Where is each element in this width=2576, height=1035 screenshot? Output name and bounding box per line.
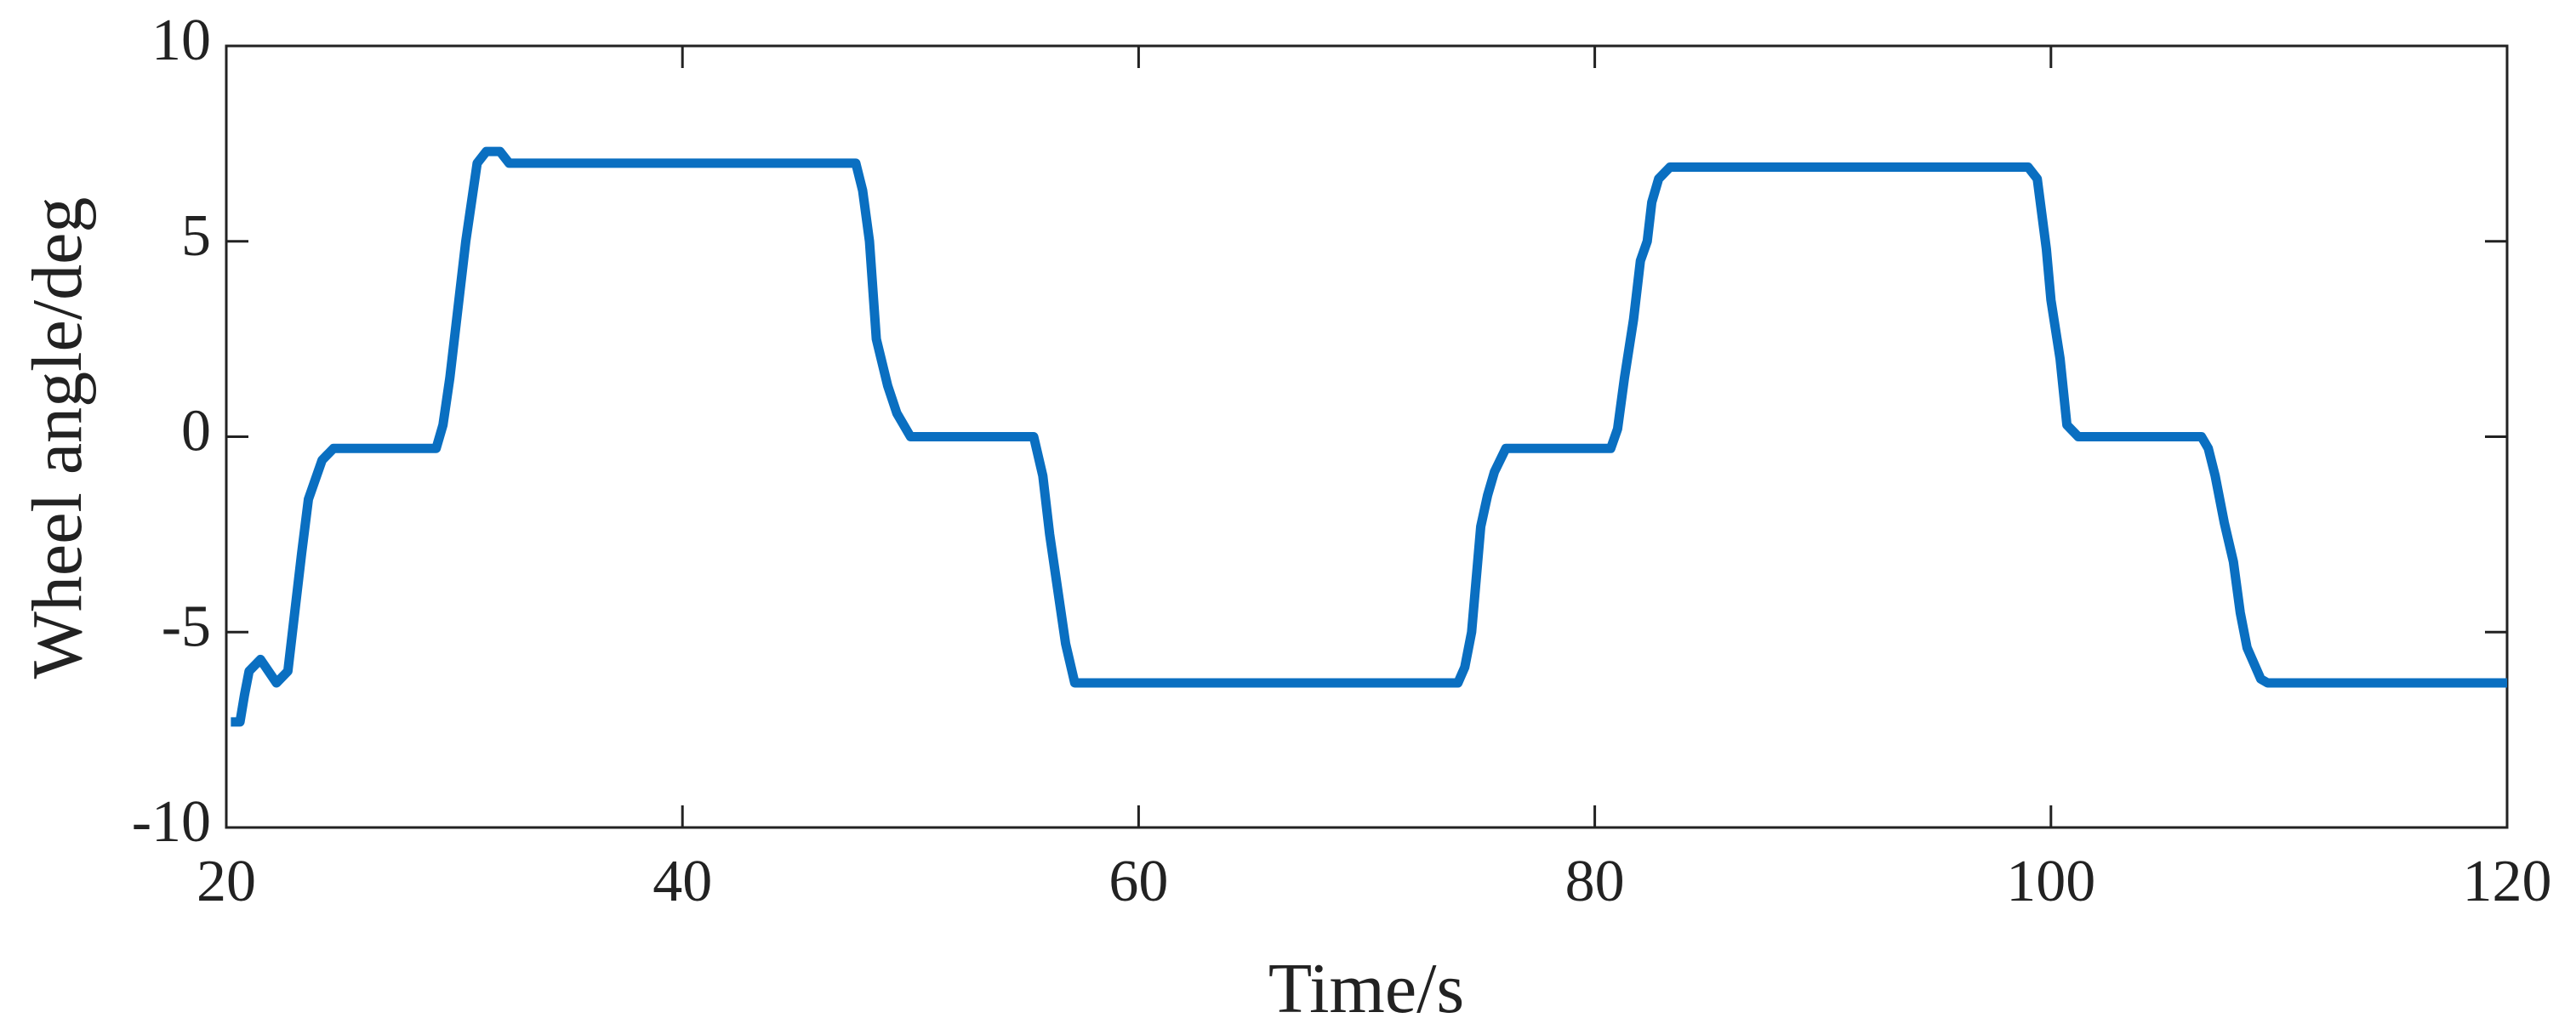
y-axis-label: Wheel angle/deg bbox=[18, 197, 97, 680]
y-tick-label: 5 bbox=[181, 203, 211, 269]
x-axis-label: Time/s bbox=[1268, 949, 1464, 1028]
x-tick-label: 120 bbox=[2463, 849, 2552, 914]
y-tick-label: 10 bbox=[151, 8, 211, 73]
y-tick-label: -5 bbox=[162, 594, 211, 659]
y-tick-label: -10 bbox=[132, 789, 211, 855]
data-line bbox=[231, 146, 2507, 727]
x-tick-label: 60 bbox=[1108, 849, 1168, 914]
x-tick-label: 80 bbox=[1565, 849, 1625, 914]
y-tick-label: 0 bbox=[181, 399, 211, 464]
x-tick-label: 40 bbox=[653, 849, 712, 914]
x-tick-label: 20 bbox=[197, 849, 256, 914]
x-tick-label: 100 bbox=[2006, 849, 2095, 914]
